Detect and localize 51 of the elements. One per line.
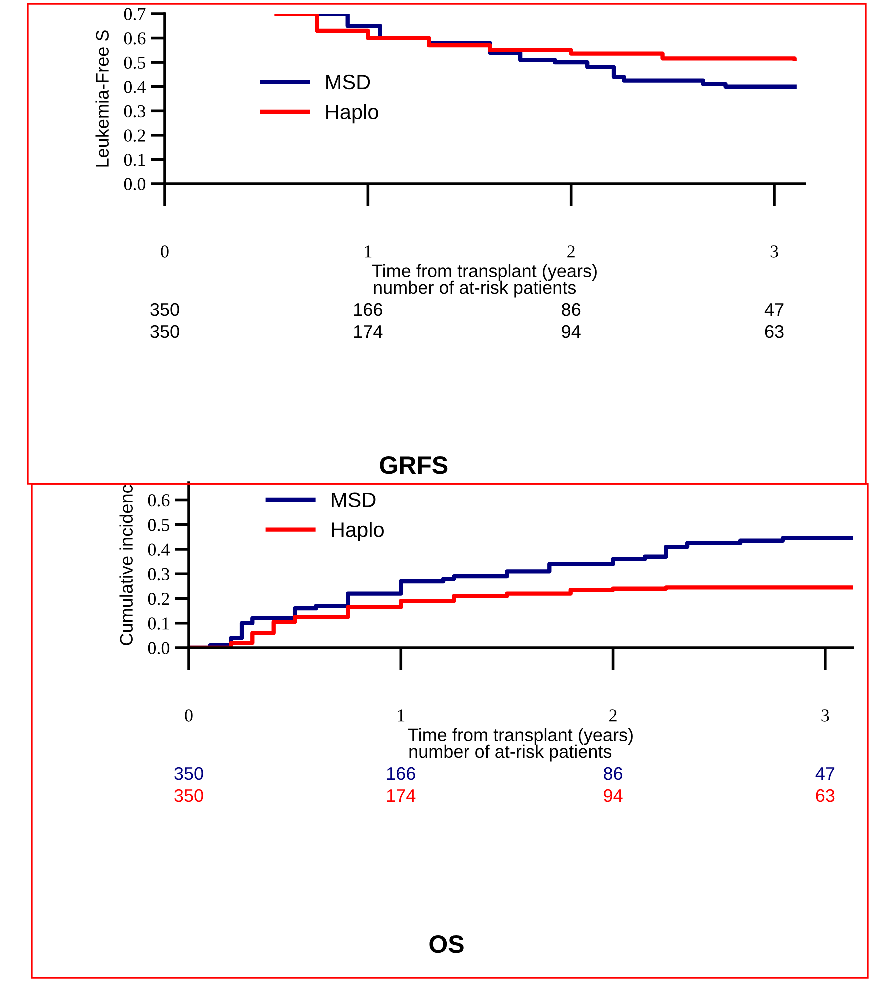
text: number of at-risk patients	[374, 280, 576, 298]
x-tick-label: 2	[568, 246, 575, 258]
text: 166	[387, 767, 416, 780]
text: 63	[765, 325, 784, 338]
y-tick-label: 0.4	[148, 544, 170, 556]
y-axis-title: Cumulative incidenc	[120, 485, 133, 646]
y-tick-label: 0.4	[124, 81, 146, 94]
x-axis-title: Time from transplant (years)	[372, 264, 597, 282]
text: 86	[604, 767, 623, 780]
text: OS	[430, 936, 464, 954]
y-tick-label: 0.3	[148, 568, 170, 581]
y-tick-label: 0.6	[148, 494, 170, 507]
y-tick-label: 0.1	[124, 154, 146, 166]
text: 174	[354, 326, 383, 338]
x-tick-label: 0	[185, 710, 193, 722]
legend-label: Haplo	[326, 104, 378, 124]
text: 94	[604, 789, 623, 802]
text: 86	[562, 303, 581, 316]
legend-label: MSD	[326, 74, 370, 90]
text: 94	[562, 325, 581, 338]
text: 350	[150, 325, 180, 338]
text: 166	[354, 303, 382, 316]
y-tick-label: 0.5	[148, 519, 170, 532]
text: 350	[150, 303, 180, 316]
y-tick-label: 0.5	[124, 56, 146, 70]
y-tick-label: 0.6	[124, 32, 146, 45]
text: 350	[174, 789, 204, 802]
text: 47	[764, 304, 784, 316]
text: GRFS	[380, 456, 448, 474]
legend-label: Haplo	[332, 522, 384, 542]
text: 350	[174, 767, 204, 780]
x-tick-label: 1	[365, 246, 372, 258]
text: 174	[387, 790, 416, 802]
y-tick-label: 0.7	[124, 8, 146, 21]
x-tick-label: 1	[398, 710, 405, 722]
x-tick-label: 3	[770, 246, 778, 258]
x-tick-label: 0	[161, 246, 169, 258]
x-axis-title: Time from transplant (years)	[408, 728, 633, 746]
text: 63	[816, 789, 835, 802]
y-tick-label: 0.1	[148, 618, 170, 630]
y-tick-label: 0.3	[124, 105, 146, 118]
y-tick-label: 0.2	[124, 130, 146, 142]
y-tick-label: 0.0	[148, 642, 170, 655]
text: number of at-risk patients	[410, 744, 612, 762]
text: 47	[816, 768, 835, 780]
x-tick-label: 3	[822, 710, 830, 722]
y-axis-title: Leukemia-Free S	[96, 30, 109, 167]
y-tick-label: 0.0	[124, 178, 146, 191]
legend-label: MSD	[332, 492, 376, 508]
x-tick-label: 2	[610, 710, 617, 722]
y-tick-label: 0.2	[148, 593, 170, 606]
